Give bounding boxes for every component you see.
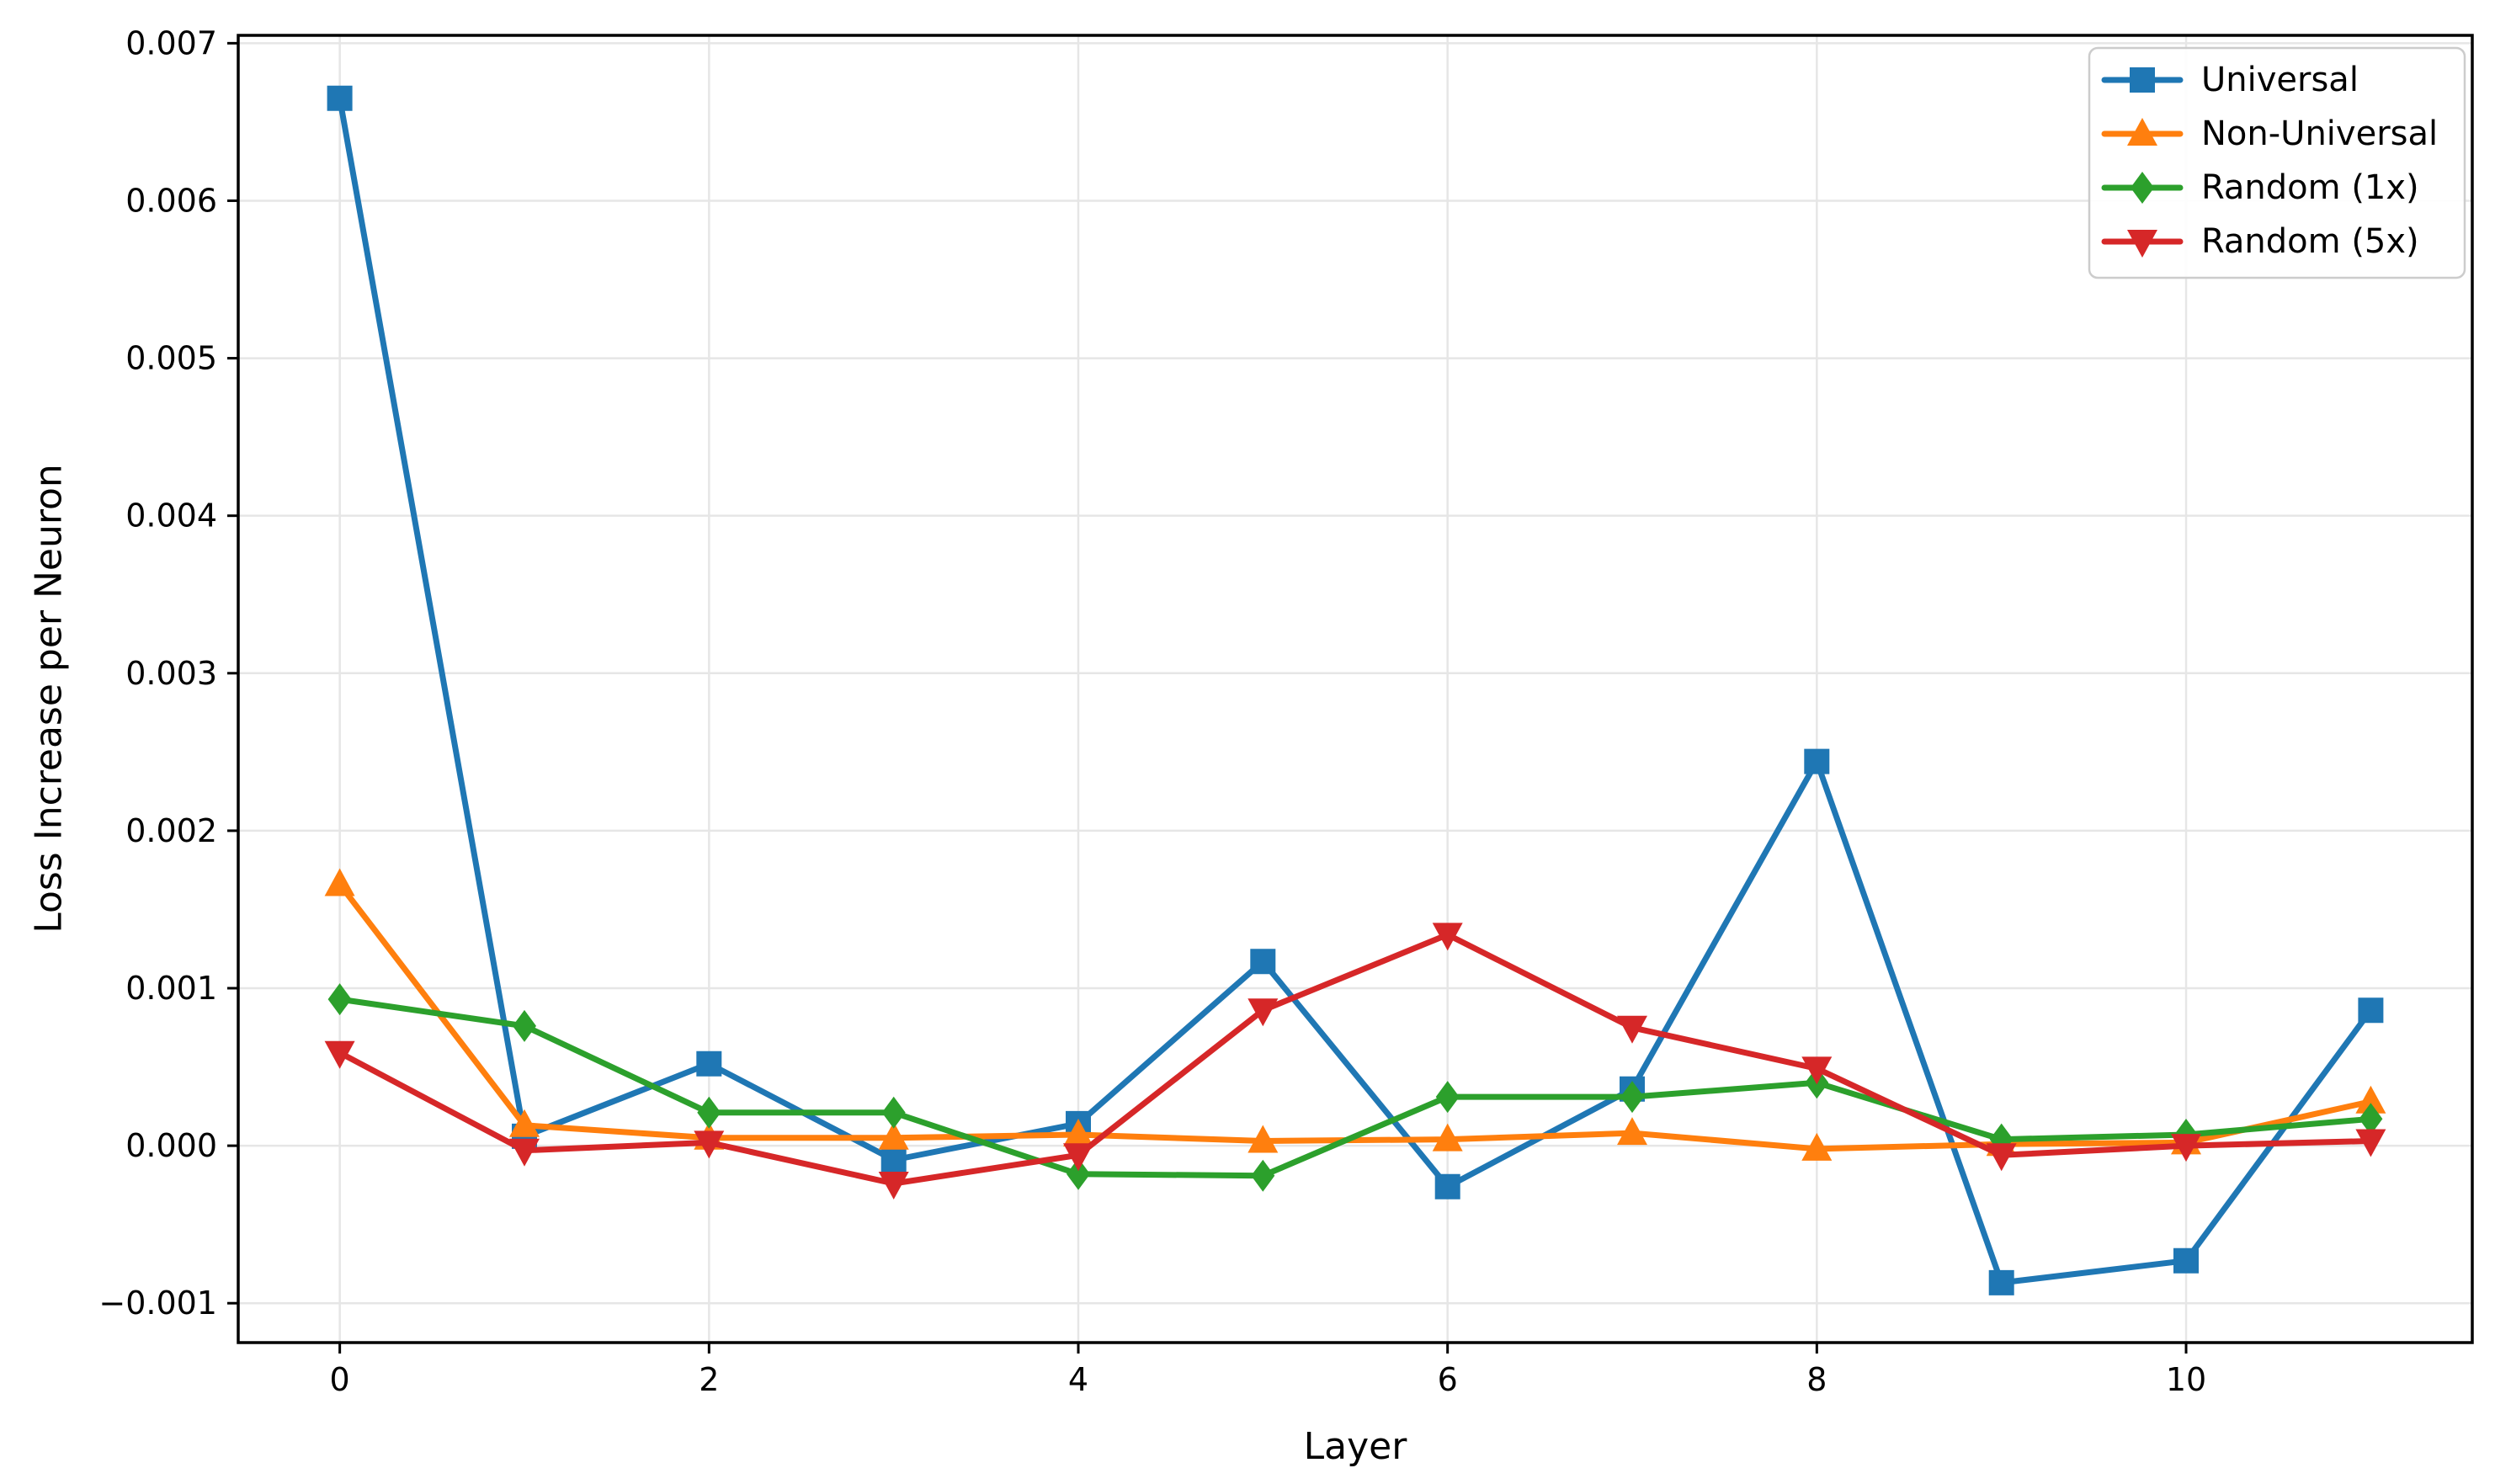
- legend-triangle-up-marker: [2127, 118, 2157, 146]
- triangle-down-marker: [1986, 1143, 2017, 1172]
- square-marker: [327, 85, 353, 111]
- diamond-marker: [1067, 1157, 1090, 1190]
- y-tick-label: 0.002: [125, 812, 217, 849]
- diamond-marker: [1435, 1081, 1460, 1114]
- diamond-marker: [697, 1096, 721, 1129]
- triangle-down-marker: [694, 1130, 725, 1159]
- legend-label: Random (5x): [2201, 222, 2419, 261]
- x-axis-label: Layer: [1303, 1425, 1407, 1468]
- triangle-up-marker: [878, 1121, 909, 1150]
- square-marker: [1250, 949, 1276, 975]
- series-line-universal: [337, 95, 2374, 1286]
- y-tick-label: 0.006: [125, 182, 217, 219]
- x-tick-label: 6: [1438, 1361, 1458, 1398]
- y-axis-label: Loss Increase per Neuron: [27, 464, 71, 933]
- legend-label: Random (1x): [2201, 168, 2419, 207]
- square-marker: [2358, 997, 2384, 1024]
- triangle-down-marker: [1801, 1056, 1833, 1085]
- triangle-down-marker: [2355, 1129, 2386, 1157]
- x-tick-label: 2: [699, 1361, 719, 1398]
- triangle-up-marker: [1063, 1119, 1093, 1146]
- y-tick-label: −0.001: [98, 1285, 217, 1322]
- triangle-down-marker: [878, 1172, 909, 1199]
- triangle-up-marker: [1801, 1132, 1833, 1161]
- legend-triangle-down-marker: [2127, 230, 2157, 258]
- x-tick-label: 10: [2166, 1361, 2206, 1398]
- triangle-up-marker: [1617, 1117, 1647, 1146]
- square-marker: [880, 1147, 907, 1173]
- diamond-marker: [1620, 1081, 1644, 1114]
- triangle-down-marker: [324, 1040, 355, 1069]
- legend-square-marker: [2130, 67, 2155, 93]
- legend-diamond-marker: [2131, 172, 2154, 204]
- square-marker: [2173, 1247, 2199, 1274]
- y-tick-label: 0.001: [125, 970, 217, 1007]
- triangle-up-marker: [509, 1109, 540, 1137]
- diamond-marker: [513, 1009, 536, 1042]
- x-tick-label: 4: [1068, 1361, 1088, 1398]
- series-line-non-universal: [337, 881, 2374, 1152]
- x-tick-label: 0: [330, 1361, 350, 1398]
- x-tick-label: 8: [1806, 1361, 1827, 1398]
- legend-label: Universal: [2201, 61, 2359, 99]
- series-line-random-1x-: [337, 996, 2374, 1179]
- triangle-down-marker: [1248, 998, 1279, 1027]
- y-tick-label: 0.000: [125, 1127, 217, 1164]
- diamond-marker: [1251, 1159, 1275, 1192]
- square-marker: [1804, 748, 1830, 774]
- y-tick-label: 0.007: [125, 24, 217, 61]
- diamond-marker: [881, 1096, 906, 1129]
- diamond-marker: [2359, 1103, 2383, 1136]
- triangle-down-marker: [1617, 1015, 1647, 1044]
- axes-frame: [237, 34, 2474, 1344]
- triangle-down-marker: [509, 1138, 540, 1167]
- square-marker: [1988, 1269, 2014, 1295]
- triangle-up-marker: [2355, 1085, 2386, 1114]
- series-line-random-5x-: [337, 931, 2374, 1187]
- y-tick-label: 0.004: [125, 497, 217, 535]
- triangle-up-marker: [324, 868, 355, 896]
- triangle-down-marker: [2171, 1134, 2201, 1162]
- diamond-marker: [327, 983, 352, 1016]
- y-tick-label: 0.003: [125, 655, 217, 692]
- triangle-up-marker: [1432, 1123, 1463, 1152]
- triangle-up-marker: [1248, 1125, 1279, 1153]
- triangle-down-marker: [1063, 1143, 1093, 1172]
- y-tick-label: 0.005: [125, 340, 217, 377]
- square-marker: [696, 1051, 722, 1077]
- legend-box: [2088, 46, 2466, 279]
- triangle-down-marker: [1432, 923, 1463, 951]
- legend-label: Non-Universal: [2201, 114, 2438, 153]
- square-marker: [1434, 1173, 1460, 1199]
